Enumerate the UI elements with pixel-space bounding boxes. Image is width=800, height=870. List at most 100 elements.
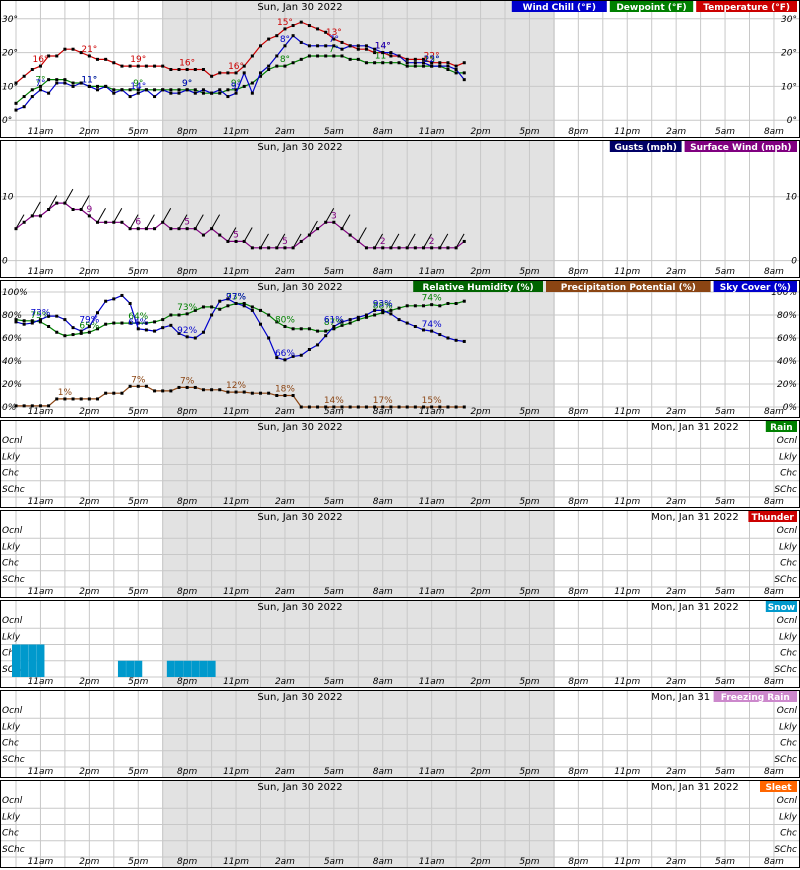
data-point bbox=[373, 246, 377, 250]
data-label: 18% bbox=[275, 385, 295, 395]
data-point bbox=[136, 327, 140, 331]
data-point bbox=[193, 385, 197, 389]
y-axis-label-left: 30° bbox=[2, 15, 18, 25]
data-point bbox=[438, 246, 442, 250]
data-point bbox=[226, 239, 230, 243]
data-point bbox=[79, 329, 83, 333]
legend-swatch bbox=[765, 421, 797, 432]
time-tick-label: 5am bbox=[715, 267, 735, 277]
category-label-left: SChc bbox=[2, 845, 25, 855]
data-point bbox=[30, 95, 34, 99]
data-label: 15% bbox=[422, 396, 442, 406]
data-point bbox=[55, 81, 59, 85]
data-point bbox=[250, 308, 254, 312]
data-point bbox=[185, 68, 189, 71]
time-tick-label: 8pm bbox=[568, 677, 588, 687]
data-label: 6 bbox=[135, 218, 141, 228]
category-label-right: SChc bbox=[774, 665, 797, 675]
time-tick-label: 8am bbox=[764, 267, 784, 277]
data-point bbox=[112, 220, 116, 224]
data-point bbox=[120, 391, 124, 395]
data-point bbox=[71, 47, 75, 51]
data-point bbox=[397, 54, 401, 58]
data-point bbox=[169, 91, 173, 95]
wind-barb bbox=[439, 233, 449, 249]
time-tick-label: 8am bbox=[373, 677, 393, 687]
time-tick-label: 2am bbox=[275, 127, 295, 137]
data-point bbox=[79, 51, 83, 55]
data-point bbox=[267, 64, 271, 68]
data-point bbox=[14, 318, 18, 322]
data-point bbox=[422, 64, 425, 68]
data-point bbox=[112, 297, 116, 301]
data-point bbox=[218, 299, 222, 303]
category-label-right: Lkly bbox=[779, 542, 798, 552]
time-tick-label: 8pm bbox=[177, 267, 197, 277]
data-point bbox=[120, 321, 124, 325]
y-axis-label-right: 20° bbox=[781, 49, 797, 59]
legend-swatch bbox=[684, 141, 797, 152]
time-tick-label: 5am bbox=[715, 677, 735, 687]
data-point bbox=[348, 233, 352, 237]
time-tick-label: 11am bbox=[419, 497, 445, 507]
data-point bbox=[22, 74, 26, 78]
time-tick-label: 5am bbox=[715, 587, 735, 597]
category-label-left: Chc bbox=[2, 829, 19, 839]
data-point bbox=[397, 405, 401, 409]
data-point bbox=[128, 64, 132, 68]
y-axis-label-right: 0° bbox=[787, 116, 797, 126]
y-axis-label-left: 80% bbox=[2, 311, 22, 321]
time-tick-label: 8am bbox=[764, 677, 784, 687]
data-point bbox=[397, 306, 401, 310]
data-point bbox=[161, 88, 165, 92]
time-tick-label: 2am bbox=[666, 497, 686, 507]
data-label: 11° bbox=[81, 75, 97, 85]
data-point bbox=[153, 88, 157, 92]
data-point bbox=[340, 320, 344, 324]
data-point bbox=[364, 405, 368, 409]
time-tick-label: 11am bbox=[28, 497, 54, 507]
data-label: 74% bbox=[422, 294, 442, 304]
time-tick-label: 8pm bbox=[177, 127, 197, 137]
category-label-left: Ocnl bbox=[2, 526, 23, 536]
data-point bbox=[405, 246, 409, 250]
data-label: 14° bbox=[375, 42, 391, 52]
data-point bbox=[348, 318, 352, 322]
legend-swatch bbox=[609, 141, 682, 152]
data-point bbox=[30, 404, 34, 408]
time-tick-label: 5pm bbox=[128, 857, 148, 867]
data-point bbox=[63, 78, 67, 82]
time-tick-label: 2am bbox=[275, 267, 295, 277]
data-point bbox=[283, 27, 287, 31]
data-point bbox=[14, 404, 18, 408]
data-point bbox=[22, 319, 26, 323]
legend-swatch bbox=[696, 1, 797, 12]
wind-barb bbox=[406, 233, 416, 249]
data-point bbox=[234, 390, 238, 394]
data-point bbox=[356, 239, 360, 243]
data-point bbox=[63, 81, 67, 85]
time-tick-label: 8am bbox=[373, 587, 393, 597]
time-tick-label: 5pm bbox=[519, 857, 539, 867]
data-point bbox=[63, 334, 67, 338]
legend-swatch bbox=[713, 281, 797, 292]
data-point bbox=[454, 64, 458, 68]
date-header: Sun, Jan 30 2022 bbox=[257, 282, 342, 293]
data-point bbox=[389, 312, 393, 316]
data-point bbox=[14, 101, 18, 105]
data-label: 73% bbox=[226, 293, 246, 303]
data-point bbox=[275, 320, 279, 324]
data-point bbox=[177, 385, 181, 389]
data-point bbox=[210, 388, 214, 392]
time-tick-label: 11am bbox=[28, 127, 54, 137]
time-tick-label: 2pm bbox=[79, 587, 99, 597]
data-point bbox=[430, 64, 434, 68]
data-label: 15° bbox=[277, 18, 293, 28]
data-point bbox=[87, 330, 91, 334]
time-tick-label: 2am bbox=[666, 677, 686, 687]
data-point bbox=[267, 68, 271, 71]
data-label: 5 bbox=[233, 230, 239, 240]
time-tick-label: 8am bbox=[764, 857, 784, 867]
time-tick-label: 2am bbox=[666, 857, 686, 867]
data-point bbox=[120, 220, 124, 224]
